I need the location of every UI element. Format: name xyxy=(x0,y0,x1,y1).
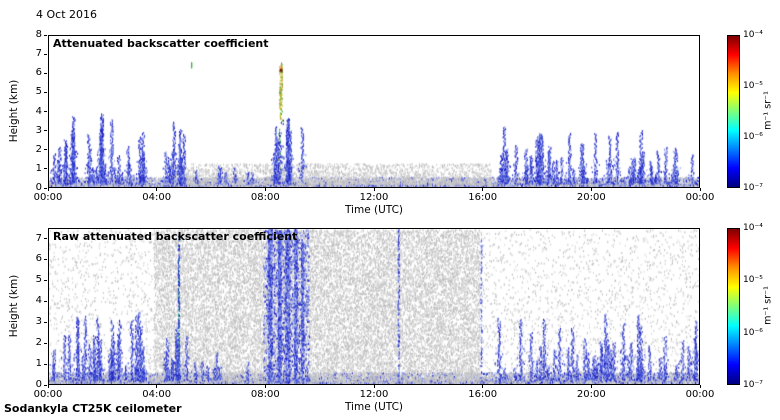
panel-title-attenuated: Attenuated backscatter coefficient xyxy=(53,37,269,50)
y-tick-mark xyxy=(44,130,47,132)
colorbar-tick-label: 10⁻⁵ xyxy=(743,81,763,91)
x-tick-mark xyxy=(590,188,592,191)
y-tick-label: 2 xyxy=(35,337,42,349)
y-tick-mark xyxy=(44,258,47,260)
raw-backscatter-plot xyxy=(48,228,700,385)
x-tick-mark xyxy=(47,385,49,388)
colorbar-tick-label: 10⁻⁶ xyxy=(743,327,763,338)
y-tick-mark xyxy=(44,53,47,55)
x-tick-mark xyxy=(590,385,592,388)
x-axis-label-bottom: Time (UTC) xyxy=(344,401,404,413)
y-tick-label: 6 xyxy=(35,67,42,79)
x-tick-mark xyxy=(264,385,266,388)
instrument-label: Sodankyla CT25K ceilometer xyxy=(4,402,182,415)
x-tick-label: 20:00 xyxy=(576,192,606,203)
x-tick-mark xyxy=(156,188,158,191)
y-axis-label-top: Height (km) xyxy=(8,79,20,143)
x-tick-label: 12:00 xyxy=(359,389,389,400)
x-tick-label: 04:00 xyxy=(142,389,172,400)
y-tick-mark xyxy=(44,91,47,93)
x-tick-label: 00:00 xyxy=(33,192,63,203)
y-tick-label: 4 xyxy=(35,105,42,117)
colorbar-top xyxy=(727,35,740,188)
y-tick-label: 6 xyxy=(35,253,42,265)
x-tick-label: 16:00 xyxy=(468,389,498,400)
y-tick-label: 3 xyxy=(35,124,42,136)
x-tick-label: 12:00 xyxy=(359,192,389,203)
y-tick-label: 3 xyxy=(35,316,42,328)
y-tick-label: 7 xyxy=(35,232,42,244)
x-tick-mark xyxy=(482,188,484,191)
y-tick-mark xyxy=(44,168,47,170)
colorbar-unit-label-top: m⁻¹ sr⁻¹ xyxy=(762,91,774,130)
y-tick-label: 5 xyxy=(35,274,42,286)
y-tick-label: 1 xyxy=(35,162,42,174)
colorbar-tick-label: 10⁻⁷ xyxy=(743,183,763,193)
colorbar-unit-label-bottom: m⁻¹ sr⁻¹ xyxy=(762,286,774,325)
attenuated-backscatter-plot xyxy=(48,35,700,188)
y-tick-label: 4 xyxy=(35,295,42,307)
y-tick-label: 7 xyxy=(35,48,42,60)
x-axis-label-top: Time (UTC) xyxy=(344,204,404,216)
y-tick-mark xyxy=(44,363,47,365)
x-tick-label: 08:00 xyxy=(250,389,280,400)
y-tick-label: 5 xyxy=(35,86,42,98)
x-tick-mark xyxy=(156,385,158,388)
y-tick-mark xyxy=(44,111,47,112)
x-tick-mark xyxy=(699,188,701,191)
y-tick-label: 0 xyxy=(35,182,42,193)
panel-title-raw: Raw attenuated backscatter coefficient xyxy=(53,230,298,243)
x-tick-mark xyxy=(699,385,701,388)
y-tick-mark xyxy=(44,300,47,302)
x-tick-label: 00:00 xyxy=(685,192,715,203)
x-tick-label: 04:00 xyxy=(142,192,172,203)
y-tick-label: 2 xyxy=(35,143,42,155)
x-tick-label: 16:00 xyxy=(468,192,498,203)
colorbar-tick-label: 10⁻⁴ xyxy=(743,30,763,40)
y-tick-mark xyxy=(44,72,47,74)
x-tick-mark xyxy=(482,385,484,388)
y-tick-mark xyxy=(44,321,47,323)
colorbar-tick-label: 10⁻⁵ xyxy=(743,275,763,286)
y-tick-mark xyxy=(44,187,47,189)
y-tick-label: 8 xyxy=(35,29,42,40)
x-tick-mark xyxy=(373,188,375,191)
x-tick-label: 20:00 xyxy=(576,389,606,400)
x-tick-mark xyxy=(373,385,375,388)
x-tick-mark xyxy=(47,188,49,191)
date-label: 4 Oct 2016 xyxy=(36,8,98,21)
y-axis-label-bottom: Height (km) xyxy=(8,274,20,338)
y-tick-label: 0 xyxy=(35,379,42,390)
y-tick-label: 1 xyxy=(35,358,42,370)
colorbar-tick-label: 10⁻⁶ xyxy=(743,132,763,142)
y-tick-mark xyxy=(44,34,47,36)
y-tick-mark xyxy=(44,384,47,386)
y-tick-mark xyxy=(44,279,47,281)
y-tick-mark xyxy=(44,238,47,239)
colorbar-bottom xyxy=(727,228,740,385)
x-tick-mark xyxy=(264,188,266,191)
x-tick-label: 00:00 xyxy=(685,389,715,400)
colorbar-tick-label: 10⁻⁴ xyxy=(743,223,763,233)
y-tick-mark xyxy=(44,342,47,344)
x-tick-label: 00:00 xyxy=(33,389,63,400)
x-tick-label: 08:00 xyxy=(250,192,280,203)
y-tick-mark xyxy=(44,149,47,151)
colorbar-tick-label: 10⁻⁷ xyxy=(743,380,763,390)
